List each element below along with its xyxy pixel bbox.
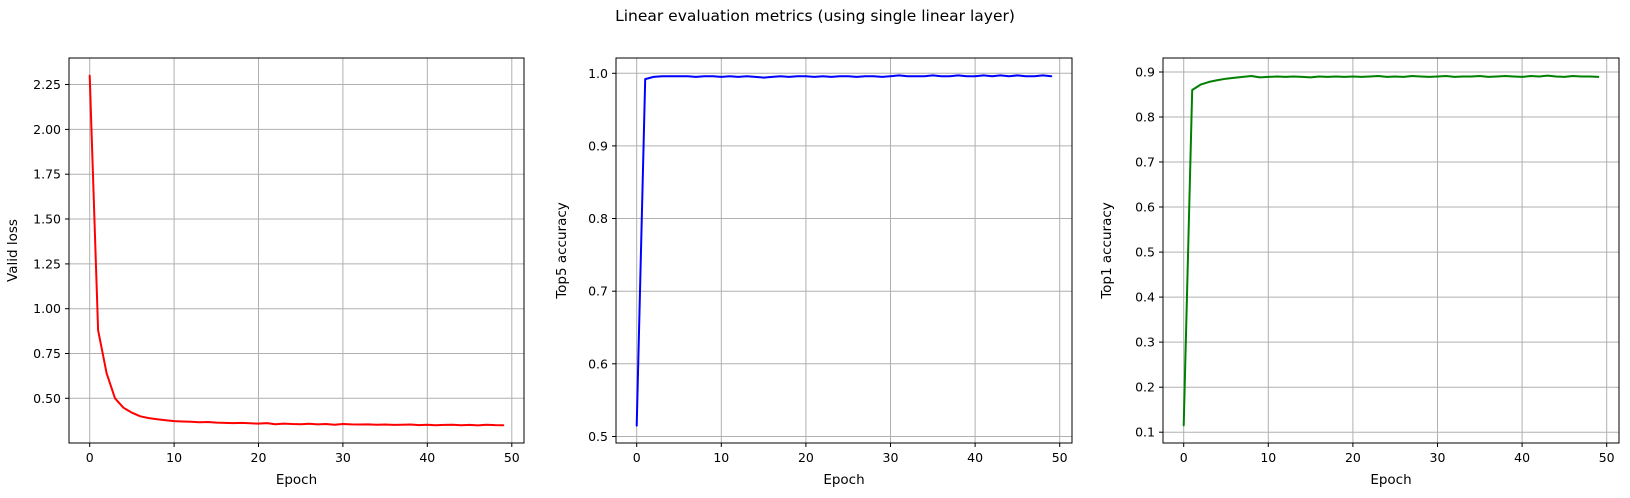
figure-title: Linear evaluation metrics (using single …: [615, 7, 1015, 25]
subplot-top1-accuracy: 0 10 20 30 40 50 0.1 0.2 0.3 0.4 0.5 0.6 0.7 0.8 0.9 Ep…: [1099, 57, 1620, 488]
y-tick-label: 0.2: [1135, 380, 1155, 395]
x-tick-label: 10: [713, 450, 729, 465]
y-tick-label: 0.8: [588, 211, 608, 226]
x-tick-label: 20: [798, 450, 814, 465]
x-tick-label: 30: [1430, 450, 1446, 465]
subplot-top5-accuracy: 0 10 20 30 40 50 0.5 0.6 0.7 0.8 0.9 1.0 Epoch Top5 a…: [554, 57, 1073, 488]
x-tick-label: 50: [504, 450, 520, 465]
x-tick-label: 10: [166, 450, 182, 465]
y-tick-label: 0.50: [33, 391, 61, 406]
y-tick-label: 0.8: [1135, 110, 1155, 125]
x-tick-label: 30: [883, 450, 899, 465]
y-tick-label: 1.25: [33, 256, 61, 271]
x-tick-label: 50: [1052, 450, 1068, 465]
x-axis-label: Epoch: [1370, 472, 1411, 488]
x-tick-label: 0: [633, 450, 641, 465]
x-tick-label: 10: [1260, 450, 1276, 465]
x-tick-label: 40: [1514, 450, 1530, 465]
y-tick-label: 1.00: [33, 301, 61, 316]
y-tick-label: 0.75: [33, 346, 61, 361]
y-axis-label: Top1 accuracy: [1099, 202, 1115, 300]
y-tick-label: 0.7: [588, 284, 608, 299]
x-tick-label: 0: [86, 450, 94, 465]
series-line-top5-accuracy: [635, 74, 1053, 427]
y-tick-label: 0.7: [1135, 155, 1155, 170]
x-tick-label: 40: [967, 450, 983, 465]
x-tick-label: 20: [251, 450, 267, 465]
series-line-top1-accuracy: [1182, 74, 1600, 427]
y-axis-label: Top5 accuracy: [554, 202, 570, 300]
y-tick-label: 1.75: [33, 167, 61, 182]
y-tick-label: 0.3: [1135, 335, 1155, 350]
x-tick-label: 40: [419, 450, 435, 465]
y-tick-label: 0.9: [1135, 65, 1155, 80]
y-axis-label: Valid loss: [5, 219, 21, 282]
y-tick-label: 2.00: [33, 122, 61, 137]
axes-spines: [615, 57, 1073, 444]
x-tick-label: 0: [1180, 450, 1188, 465]
x-tick-label: 30: [335, 450, 351, 465]
subplot-valid-loss: 0 10 20 30 40 50 0.50 0.75 1.00 1.25 1.50 1.75 2.00 2…: [5, 57, 525, 488]
series-line-valid-loss: [88, 74, 505, 427]
y-tick-label: 0.9: [588, 138, 608, 153]
x-tick-label: 20: [1345, 450, 1361, 465]
y-tick-label: 0.5: [588, 429, 608, 444]
y-tick-label: 1.0: [588, 66, 608, 81]
y-tick-label: 0.4: [1135, 290, 1155, 305]
y-tick-label: 1.50: [33, 212, 61, 227]
x-axis-label: Epoch: [276, 472, 317, 488]
y-tick-label: 0.6: [588, 356, 608, 371]
y-tick-label: 2.25: [33, 77, 61, 92]
axes-spines: [1162, 57, 1620, 444]
y-tick-label: 0.6: [1135, 200, 1155, 215]
x-tick-label: 50: [1599, 450, 1615, 465]
x-axis-label: Epoch: [823, 472, 864, 488]
y-tick-label: 0.5: [1135, 245, 1155, 260]
axes-spines: [68, 57, 525, 444]
y-tick-label: 0.1: [1135, 425, 1155, 440]
